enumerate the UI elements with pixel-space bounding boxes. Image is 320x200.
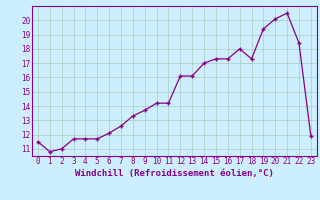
X-axis label: Windchill (Refroidissement éolien,°C): Windchill (Refroidissement éolien,°C) xyxy=(75,169,274,178)
